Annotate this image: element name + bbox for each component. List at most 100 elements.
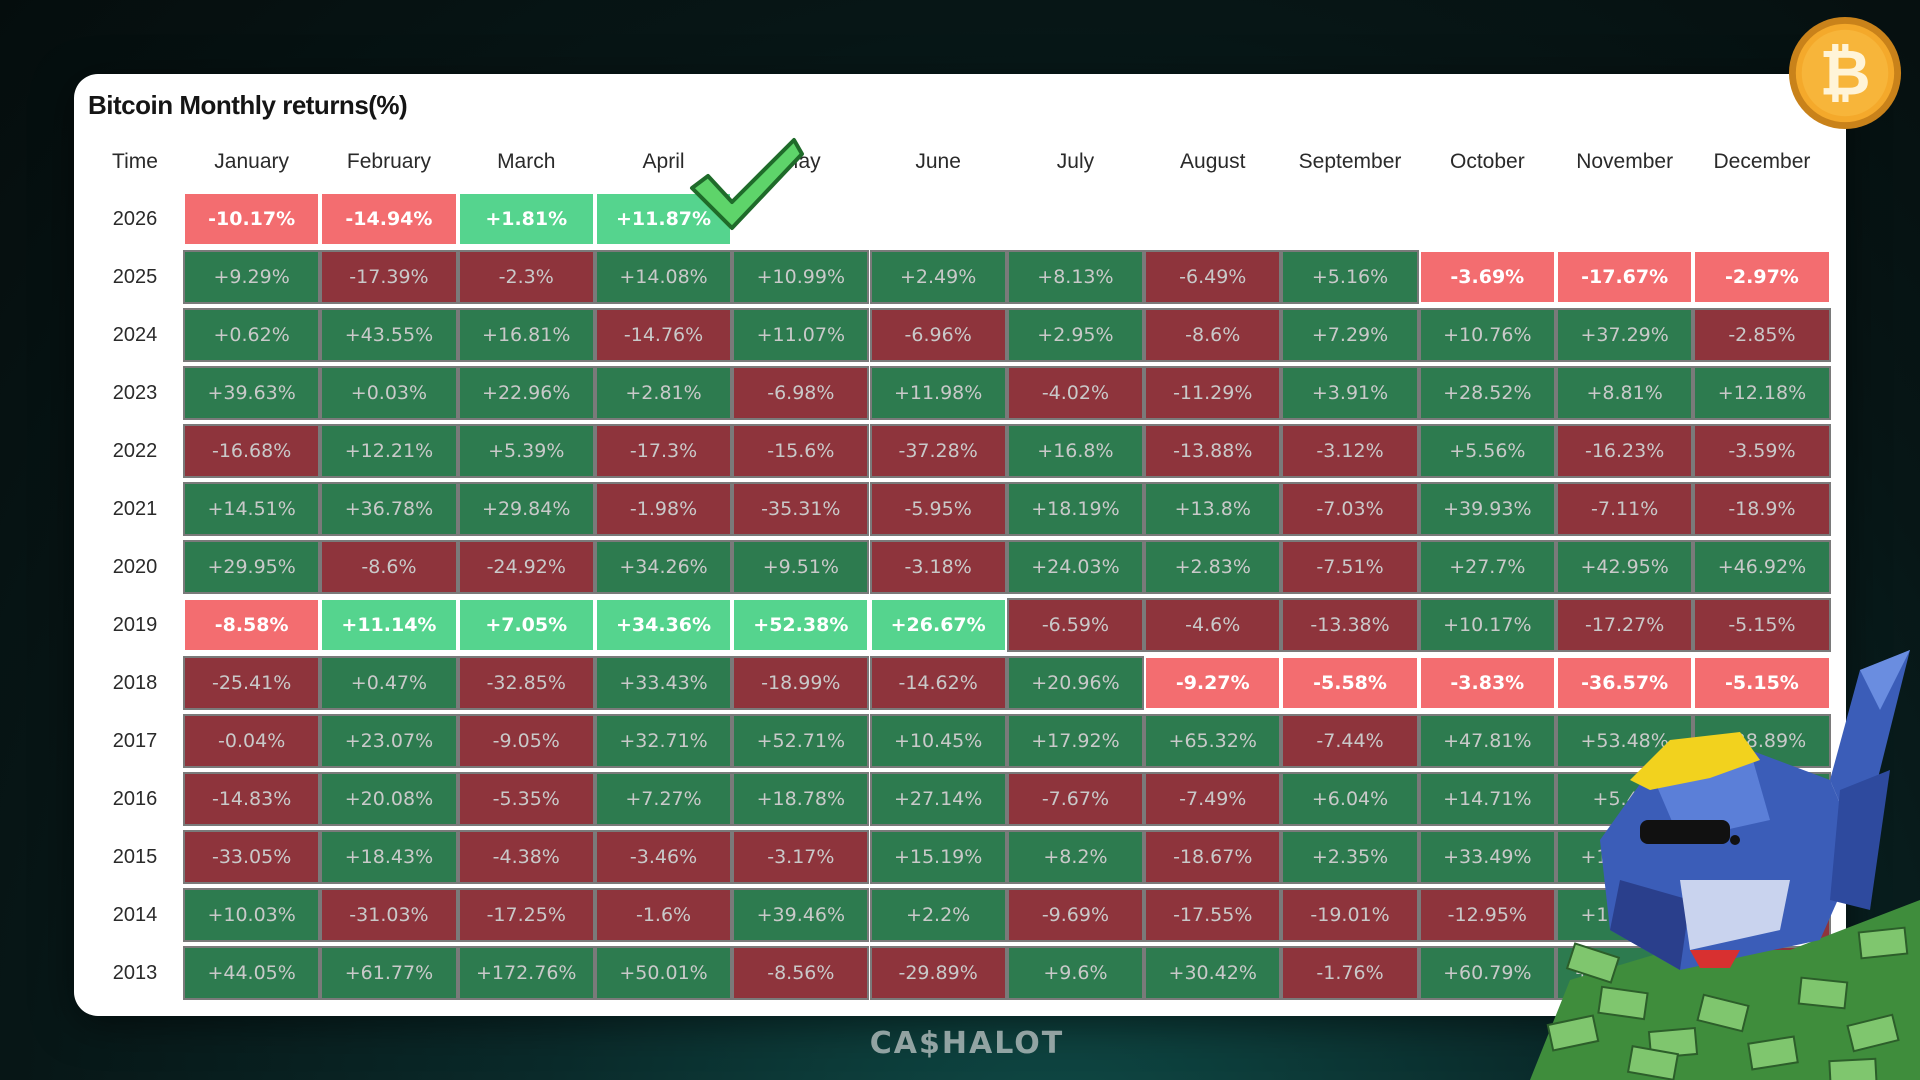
return-cell: +8.81% — [1556, 366, 1694, 420]
return-cell: +7.05% — [457, 598, 595, 652]
return-cell: +33.49% — [1418, 830, 1556, 884]
return-cell: +11.98% — [869, 366, 1007, 420]
year-label: 2015 — [112, 846, 158, 868]
return-cell: +61.77% — [320, 946, 458, 1000]
return-cell: +12.21% — [320, 424, 458, 478]
return-cell: -2.85% — [1693, 308, 1831, 362]
return-cell: -37.28% — [869, 424, 1007, 478]
return-cell: +2.81% — [594, 366, 733, 420]
return-cell: -13.88% — [1144, 424, 1282, 478]
return-cell: +14.51% — [183, 482, 321, 536]
return-cell: +5.16% — [1281, 250, 1419, 304]
return-cell: -17.67% — [1556, 250, 1694, 304]
return-cell: -8.58% — [183, 598, 321, 652]
return-cell: -4.38% — [457, 830, 595, 884]
return-cell: -6.59% — [1006, 598, 1145, 652]
return-cell: +9.6% — [1006, 946, 1145, 1000]
return-cell: -6.96% — [869, 308, 1007, 362]
return-cell: +1.81% — [457, 192, 595, 246]
return-cell: -18.67% — [1144, 830, 1282, 884]
return-cell: -13.38% — [1281, 598, 1419, 652]
year-label: 2018 — [112, 672, 158, 694]
return-cell: -5.15% — [1693, 656, 1831, 710]
checkmark-icon — [690, 138, 804, 230]
return-cell: -3.46% — [594, 830, 733, 884]
return-cell: +3.91% — [1281, 366, 1419, 420]
header-february: February — [346, 150, 431, 173]
return-cell: -16.68% — [183, 424, 321, 478]
return-cell: +7.29% — [1281, 308, 1419, 362]
return-cell: +52.71% — [732, 714, 870, 768]
return-cell: -11.29% — [1144, 366, 1282, 420]
return-cell: +10.76% — [1418, 308, 1556, 362]
return-cell: +2.35% — [1281, 830, 1419, 884]
return-cell: -19.01% — [1281, 888, 1419, 942]
return-cell: -17.55% — [1144, 888, 1282, 942]
year-label: 2023 — [112, 382, 158, 404]
header-june: June — [915, 150, 961, 173]
whale-mascot-icon — [1530, 650, 1920, 1080]
return-cell: +18.19% — [1006, 482, 1145, 536]
return-cell: -18.99% — [732, 656, 870, 710]
return-cell: -9.27% — [1144, 656, 1282, 710]
return-cell: -3.83% — [1418, 656, 1556, 710]
return-cell: +42.95% — [1556, 540, 1694, 594]
return-cell: -14.83% — [183, 772, 321, 826]
header-september: September — [1298, 150, 1402, 173]
return-cell: -17.39% — [320, 250, 458, 304]
return-cell: +14.71% — [1418, 772, 1556, 826]
return-cell: +12.18% — [1693, 366, 1831, 420]
return-cell: -7.51% — [1281, 540, 1419, 594]
header-august: August — [1180, 150, 1246, 173]
return-cell: -10.17% — [183, 192, 321, 246]
return-cell: -6.49% — [1144, 250, 1282, 304]
return-cell: +39.63% — [183, 366, 321, 420]
return-cell: -3.18% — [869, 540, 1007, 594]
return-cell: +16.8% — [1006, 424, 1145, 478]
return-cell: +9.29% — [183, 250, 321, 304]
return-cell: -17.25% — [457, 888, 595, 942]
bitcoin-coin-icon: ₿ — [1788, 16, 1902, 130]
return-cell: +22.96% — [457, 366, 595, 420]
return-cell: +2.2% — [869, 888, 1007, 942]
return-cell: -3.17% — [732, 830, 870, 884]
return-cell: -35.31% — [732, 482, 870, 536]
return-cell: +33.43% — [594, 656, 733, 710]
return-cell: +46.92% — [1693, 540, 1831, 594]
return-cell: -9.05% — [457, 714, 595, 768]
return-cell: +18.43% — [320, 830, 458, 884]
return-cell: -36.57% — [1556, 656, 1694, 710]
year-label: 2013 — [112, 962, 158, 984]
year-label: 2025 — [112, 266, 158, 288]
return-cell: +39.46% — [732, 888, 870, 942]
year-label: 2022 — [112, 440, 158, 462]
return-cell: +20.08% — [320, 772, 458, 826]
return-cell: -5.95% — [869, 482, 1007, 536]
return-cell: +36.78% — [320, 482, 458, 536]
return-cell: +18.78% — [732, 772, 870, 826]
header-october: October — [1449, 150, 1525, 173]
return-cell: +8.2% — [1006, 830, 1145, 884]
header-april: April — [642, 150, 685, 173]
return-cell: +10.03% — [183, 888, 321, 942]
return-cell: +5.39% — [457, 424, 595, 478]
return-cell: +17.92% — [1006, 714, 1145, 768]
header-time: Time — [112, 150, 158, 173]
return-cell: -8.6% — [320, 540, 458, 594]
return-cell: +14.08% — [594, 250, 733, 304]
return-cell: +11.14% — [320, 598, 458, 652]
return-cell: +34.36% — [594, 598, 733, 652]
return-cell: -29.89% — [869, 946, 1007, 1000]
return-cell: -14.62% — [869, 656, 1007, 710]
return-cell: -1.98% — [594, 482, 733, 536]
return-cell: -7.49% — [1144, 772, 1282, 826]
brand-watermark: CA$HALOT — [869, 1026, 1065, 1061]
return-cell: -33.05% — [183, 830, 321, 884]
return-cell: +23.07% — [320, 714, 458, 768]
year-label: 2017 — [112, 730, 158, 752]
header-march: March — [497, 150, 556, 173]
return-cell: +16.81% — [457, 308, 595, 362]
return-cell: -8.6% — [1144, 308, 1282, 362]
return-cell: -7.03% — [1281, 482, 1419, 536]
return-cell: -5.58% — [1281, 656, 1419, 710]
